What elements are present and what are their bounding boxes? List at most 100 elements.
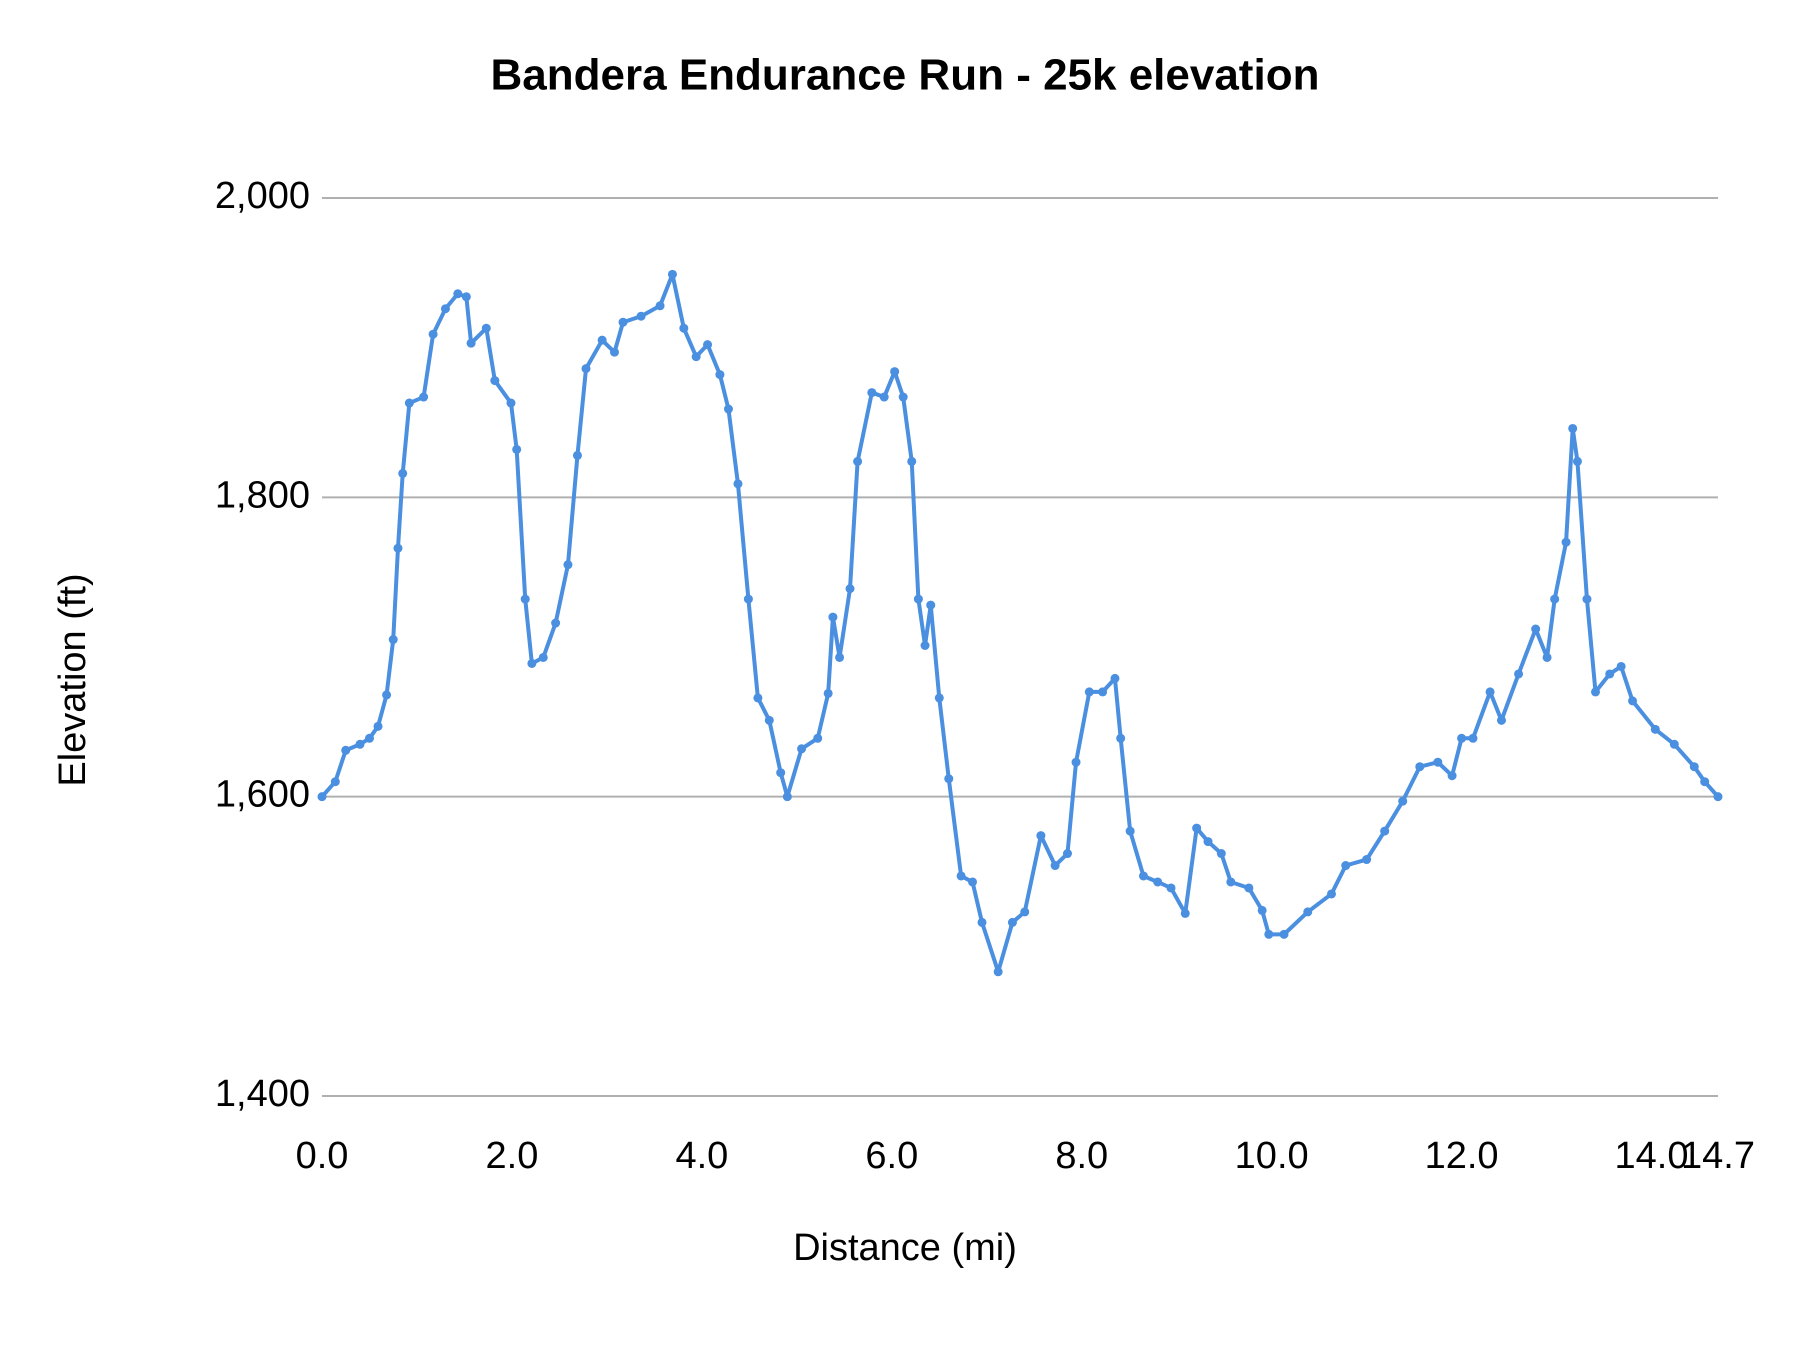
point	[913, 594, 923, 604]
x-tick-label: 2.0	[486, 1135, 539, 1177]
point	[1713, 792, 1723, 802]
point	[1457, 733, 1467, 743]
point	[1616, 661, 1626, 671]
point	[993, 967, 1003, 977]
point	[1468, 733, 1478, 743]
x-tick-label: 14.7	[1681, 1135, 1755, 1177]
point	[461, 292, 471, 302]
point	[563, 560, 573, 570]
x-tick-label: 8.0	[1055, 1135, 1108, 1177]
point	[373, 721, 383, 731]
point	[388, 635, 398, 645]
point	[1514, 669, 1524, 679]
point	[926, 600, 936, 610]
point	[1153, 877, 1163, 887]
point	[1050, 861, 1060, 871]
point	[1098, 687, 1108, 697]
x-tick-label: 0.0	[296, 1135, 349, 1177]
point	[1303, 907, 1313, 917]
point	[1180, 908, 1190, 918]
point	[853, 456, 863, 466]
point	[404, 398, 414, 408]
point	[382, 690, 392, 700]
point	[1341, 861, 1351, 871]
point	[527, 658, 537, 668]
point	[835, 652, 845, 662]
point	[934, 693, 944, 703]
point	[1590, 687, 1600, 697]
point	[1192, 823, 1202, 833]
point	[1398, 796, 1408, 806]
point	[355, 739, 365, 749]
point	[572, 450, 582, 460]
point	[733, 479, 743, 489]
point	[1071, 757, 1081, 767]
point	[828, 612, 838, 622]
point	[1203, 837, 1213, 847]
point	[879, 392, 889, 402]
point	[977, 917, 987, 927]
point	[1226, 877, 1236, 887]
point	[1669, 739, 1679, 749]
point	[581, 364, 591, 374]
point	[823, 688, 833, 698]
point	[723, 404, 733, 414]
point	[956, 871, 966, 881]
point	[1257, 905, 1267, 915]
point	[1650, 724, 1660, 734]
point	[1447, 771, 1457, 781]
point	[867, 388, 877, 398]
chart-title: Bandera Endurance Run - 25k elevation	[491, 51, 1320, 100]
point	[1062, 849, 1072, 859]
point	[551, 618, 561, 628]
point	[636, 311, 646, 321]
point	[655, 301, 665, 311]
point	[968, 877, 978, 887]
point	[907, 456, 917, 466]
point	[1415, 762, 1425, 772]
point	[1550, 594, 1560, 604]
point	[845, 584, 855, 594]
y-tick-label: 1,600	[215, 774, 310, 816]
point	[506, 398, 516, 408]
point	[782, 792, 792, 802]
point	[691, 352, 701, 362]
point	[743, 594, 753, 604]
y-axis-title: Elevation (ft)	[52, 573, 94, 786]
y-tick-label: 1,800	[215, 474, 310, 516]
point	[764, 715, 774, 725]
point	[1125, 826, 1135, 836]
x-tick-label: 14.0	[1615, 1135, 1689, 1177]
point	[1116, 733, 1126, 743]
point	[1166, 883, 1176, 893]
x-tick-label: 12.0	[1425, 1135, 1499, 1177]
point	[1542, 652, 1552, 662]
point	[703, 340, 713, 350]
point	[618, 317, 628, 327]
point	[538, 652, 548, 662]
point	[481, 323, 491, 333]
point	[1110, 673, 1120, 683]
point	[1700, 777, 1710, 787]
point	[797, 744, 807, 754]
point	[1326, 889, 1336, 899]
x-axis-title: Distance (mi)	[793, 1227, 1017, 1269]
point	[898, 392, 908, 402]
point	[1007, 917, 1017, 927]
point	[330, 777, 340, 787]
point	[1433, 757, 1443, 767]
point	[1362, 855, 1372, 865]
point	[428, 329, 438, 339]
point	[1279, 929, 1289, 939]
point	[1138, 871, 1148, 881]
point	[1496, 715, 1506, 725]
point	[813, 733, 823, 743]
point	[317, 792, 327, 802]
point	[490, 376, 500, 386]
point	[776, 768, 786, 778]
point	[715, 370, 725, 380]
point	[1084, 687, 1094, 697]
point	[364, 733, 374, 743]
